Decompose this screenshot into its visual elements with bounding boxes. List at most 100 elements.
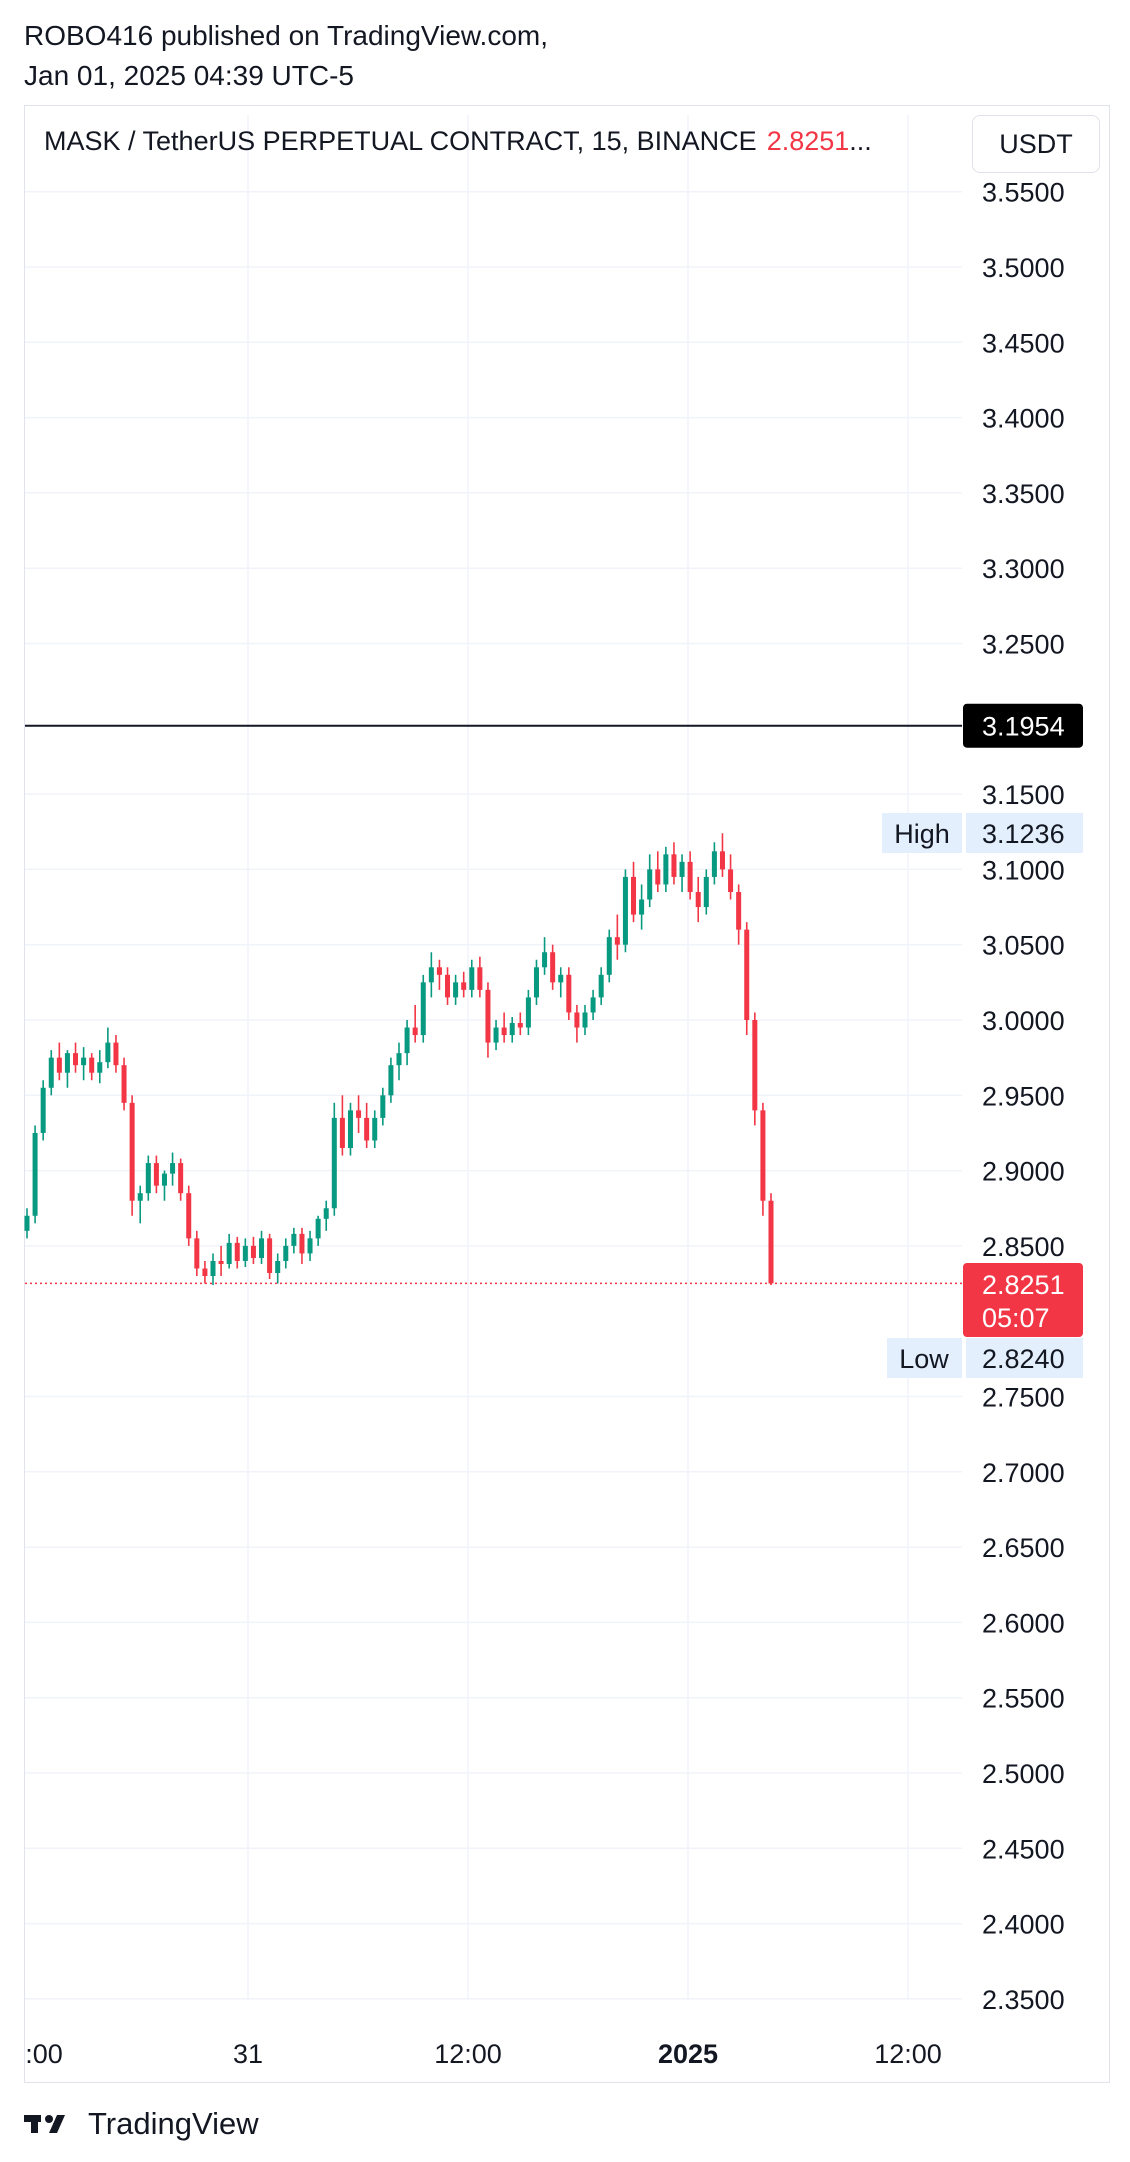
symbol-title[interactable]: MASK / TetherUS PERPETUAL CONTRACT, 15, … (44, 126, 757, 156)
legend-ellipsis: ... (849, 126, 872, 156)
candle-body (590, 997, 596, 1013)
candle-body (404, 1027, 410, 1054)
tradingview-logo-icon (24, 2115, 65, 2133)
chart-legend[interactable]: MASK / TetherUS PERPETUAL CONTRACT, 15, … (44, 126, 872, 157)
candle-body (275, 1260, 281, 1274)
candle-body (477, 967, 483, 990)
time-tick-label: 31 (233, 2039, 263, 2069)
legend-last-price: 2.8251 (766, 126, 850, 156)
candle-body (614, 937, 620, 945)
candle-body (719, 851, 725, 870)
candle-body (105, 1042, 111, 1063)
candle-body (388, 1065, 394, 1096)
candle-body (291, 1233, 297, 1246)
candle-body (655, 869, 661, 885)
horizontal-line-label: 3.1954 (982, 712, 1065, 742)
candle-body (703, 876, 709, 908)
candle-body (226, 1242, 232, 1264)
low-value-badge (966, 1338, 1083, 1378)
currency-button[interactable]: USDT (972, 115, 1100, 173)
candle-body (56, 1057, 62, 1073)
candle-body (493, 1027, 499, 1043)
time-tick-label: 12:00 (434, 2039, 502, 2069)
candle-body (566, 974, 572, 1013)
candle-body (574, 1012, 580, 1028)
candle-body (663, 854, 669, 885)
candle-body (315, 1218, 321, 1239)
price-tick-label: 2.5000 (982, 1759, 1065, 1789)
candle-body (728, 869, 734, 892)
high-value-badge (966, 813, 1083, 853)
time-tick-label: 2025 (658, 2039, 718, 2069)
candle-body (396, 1053, 402, 1066)
price-tick-label: 2.9500 (982, 1081, 1065, 1111)
price-tick-label: 3.1500 (982, 780, 1065, 810)
chart-frame (24, 105, 1110, 2083)
candle-body (267, 1238, 273, 1274)
candle-body (501, 1027, 507, 1036)
price-tick-label: 2.5500 (982, 1684, 1065, 1714)
price-tick-label: 3.0500 (982, 931, 1065, 961)
candle-body (113, 1042, 119, 1066)
tradingview-footer[interactable]: TradingView (24, 2106, 259, 2142)
price-tick-label: 2.3500 (982, 1985, 1065, 2015)
candle-body (550, 952, 556, 983)
candle-body (744, 929, 750, 1020)
candle-body (64, 1053, 70, 1073)
candle-body (339, 1117, 345, 1149)
price-tick-label: 3.1000 (982, 855, 1065, 885)
tradingview-brand: TradingView (88, 2106, 259, 2141)
candle-body (129, 1102, 135, 1201)
horizontal-line-badge (963, 703, 1083, 748)
publisher-line: ROBO416 published on TradingView.com, (24, 20, 549, 51)
candle-body (121, 1065, 127, 1103)
candle-body (307, 1238, 313, 1254)
candle-body (428, 967, 434, 983)
price-tick-label: 3.0000 (982, 1006, 1065, 1036)
candle-body (356, 1110, 362, 1118)
candle-body (639, 899, 645, 915)
candle-body (331, 1117, 337, 1209)
price-tick-label: 3.5500 (982, 178, 1065, 208)
candle-body (558, 974, 564, 983)
candle-body (542, 952, 548, 968)
candle-body (194, 1238, 200, 1269)
candle-body (210, 1260, 216, 1277)
candle-body (436, 967, 442, 975)
high-tag-label: High (894, 819, 950, 849)
candle-body (178, 1163, 184, 1194)
candle-body (598, 974, 604, 998)
candle-body (299, 1233, 305, 1254)
time-tick-label: :00 (25, 2039, 63, 2069)
publish-date: Jan 01, 2025 04:39 UTC-5 (24, 60, 354, 91)
price-tick-label: 2.7500 (982, 1383, 1065, 1413)
candle-body (40, 1087, 46, 1133)
candle-body (170, 1163, 176, 1174)
price-tick-label: 2.4000 (982, 1910, 1065, 1940)
candle-body (412, 1027, 418, 1036)
candle-body (760, 1110, 766, 1201)
candle-body (469, 967, 475, 990)
price-tick-label: 2.6500 (982, 1533, 1065, 1563)
candle-body (445, 974, 451, 998)
candle-body (679, 861, 685, 877)
candle-body (250, 1245, 256, 1258)
low-tag-label: Low (899, 1344, 949, 1374)
candle-body (161, 1173, 167, 1186)
candle-body (509, 1023, 515, 1036)
last-price-label: 2.8251 (982, 1270, 1065, 1300)
candle-body (695, 891, 701, 908)
candle-body (533, 967, 539, 998)
candle-body (153, 1163, 159, 1186)
candle-body (485, 989, 491, 1043)
candle-body (711, 851, 717, 877)
candle-body (283, 1245, 289, 1261)
candle-body (647, 869, 653, 900)
candle-body (752, 1020, 758, 1111)
candle-body (323, 1208, 329, 1219)
candle-body (525, 997, 531, 1028)
candle-body (622, 876, 628, 945)
candle-body (453, 982, 459, 998)
candle-body (420, 982, 426, 1036)
